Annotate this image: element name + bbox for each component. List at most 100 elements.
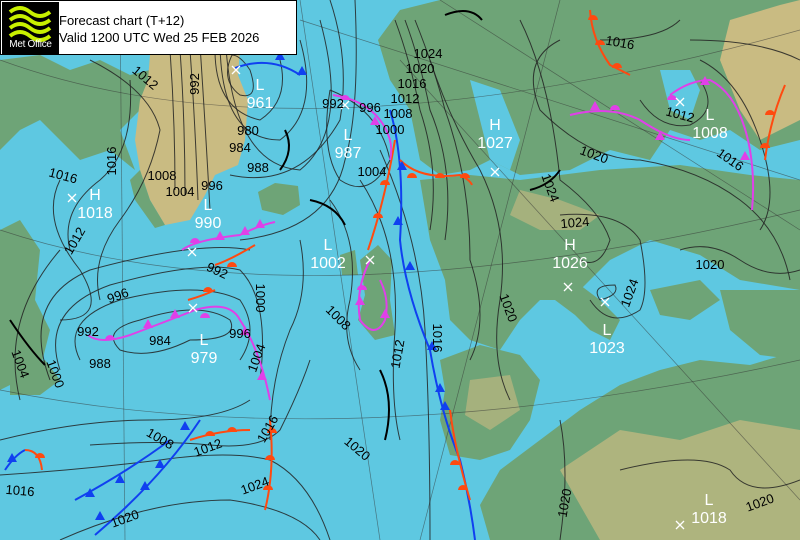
isobar-label: 1020 [406,61,435,76]
front-triangle-icon [275,51,285,60]
front-symbols [7,15,775,520]
front-semicircle-icon [190,238,200,243]
isobar-label: 1024 [560,214,590,231]
pressure-centre-type: L [344,127,353,144]
front-triangle-icon [215,231,225,240]
isobar-label: 992 [204,259,230,282]
front-triangle-icon [115,474,125,483]
isobar-label: 1008 [323,302,354,333]
occluded-front [332,94,393,161]
front-triangle-icon [255,219,265,228]
isobar-label: 1016 [398,76,427,91]
chart-title: Forecast chart (T+12) [59,13,185,28]
occluded-front [669,78,755,211]
isobar-label: 992 [322,96,344,111]
front-semicircle-icon [203,287,213,292]
occluded-front [569,110,691,141]
front-triangle-icon [380,309,390,318]
front-semicircle-icon [267,428,277,433]
isobar-label: 1008 [384,106,413,121]
isobar-label: 988 [89,356,111,371]
warm-front [24,449,43,471]
valid-time: Valid 1200 UTC Wed 25 FEB 2026 [59,30,260,45]
pressure-centre-type: L [705,492,714,509]
front-triangle-icon [140,481,150,490]
pressure-centre-type: L [204,197,213,214]
front-triangle-icon [7,453,17,462]
front-semicircle-icon [357,285,367,290]
isobar-label: 1020 [696,257,725,272]
warm-front [764,84,786,161]
occluded-front [87,305,271,401]
front-semicircle-icon [610,105,620,110]
centre-cross-icon [231,65,241,75]
isobar-label: 1012 [388,338,408,369]
front-triangle-icon [370,116,380,125]
front-semicircle-icon [380,180,390,185]
front-semicircle-icon [667,95,677,100]
isobar-label: 1024 [618,277,642,309]
front-semicircle-icon [200,313,210,318]
isobar-label: 1020 [555,487,575,518]
logo-text: Met Office [9,39,52,50]
pressure-centre-type: L [324,237,333,254]
isobar-label: 1016 [430,324,445,353]
front-semicircle-icon [407,173,417,178]
warm-front [189,429,251,441]
isobar-label: 1024 [239,474,271,498]
front-triangle-icon [297,66,307,75]
isobar-label: 1016 [254,412,281,445]
front-triangle-icon [170,309,180,318]
front-semicircle-icon [263,485,273,490]
front-triangle-icon [240,226,250,235]
isobar-label: 1016 [714,145,746,174]
isobar-label: 984 [229,140,251,155]
cold-front [74,439,171,501]
isobar-label: 1000 [253,284,268,313]
centre-cross-icon [187,247,197,257]
pressure-centre-value: 1026 [552,255,588,272]
centre-cross-icon [365,255,375,265]
front-triangle-icon [590,101,600,110]
centre-cross-icon [600,297,610,307]
front-triangle-icon [155,459,165,468]
isobar-label: 988 [247,160,269,175]
pressure-centre-value: 1008 [692,125,728,142]
front-semicircle-icon [35,453,45,458]
cold-front [94,419,201,536]
warm-front [449,409,471,501]
isobar-label: 996 [105,285,131,307]
pressure-centre-type: L [256,77,265,94]
front-semicircle-icon [612,63,622,68]
isobar-label: 1012 [192,436,224,460]
met-office-logo: Met Office [2,2,59,54]
isobar-label: 996 [359,100,381,115]
pressure-centre-type: L [706,107,715,124]
centre-cross-icon [675,97,685,107]
isobar-label: 1008 [148,168,177,183]
front-semicircle-icon [458,485,468,490]
cold-front [4,449,26,471]
pressure-centre-value: 987 [335,145,362,162]
isobar-label: 1004 [358,164,387,179]
isobar-label: 1000 [376,122,405,137]
front-triangle-icon [257,371,267,380]
isobar-label: 996 [201,178,223,193]
pressure-centre-type: L [200,332,209,349]
front-triangle-icon [393,216,403,225]
pressure-centre-value: 1023 [589,340,625,357]
front-semicircle-icon [760,143,770,148]
logo-waves-icon [8,6,52,42]
warm-front [589,9,631,76]
isobar-label: 1016 [5,482,35,499]
centre-cross-icon [188,303,198,313]
front-semicircle-icon [435,173,445,178]
front-triangle-icon [655,131,665,140]
front-triangle-icon [143,319,153,328]
front-triangle-icon [240,326,250,335]
isobar-label: 1012 [391,91,420,106]
pressure-centre-type: H [89,187,101,204]
